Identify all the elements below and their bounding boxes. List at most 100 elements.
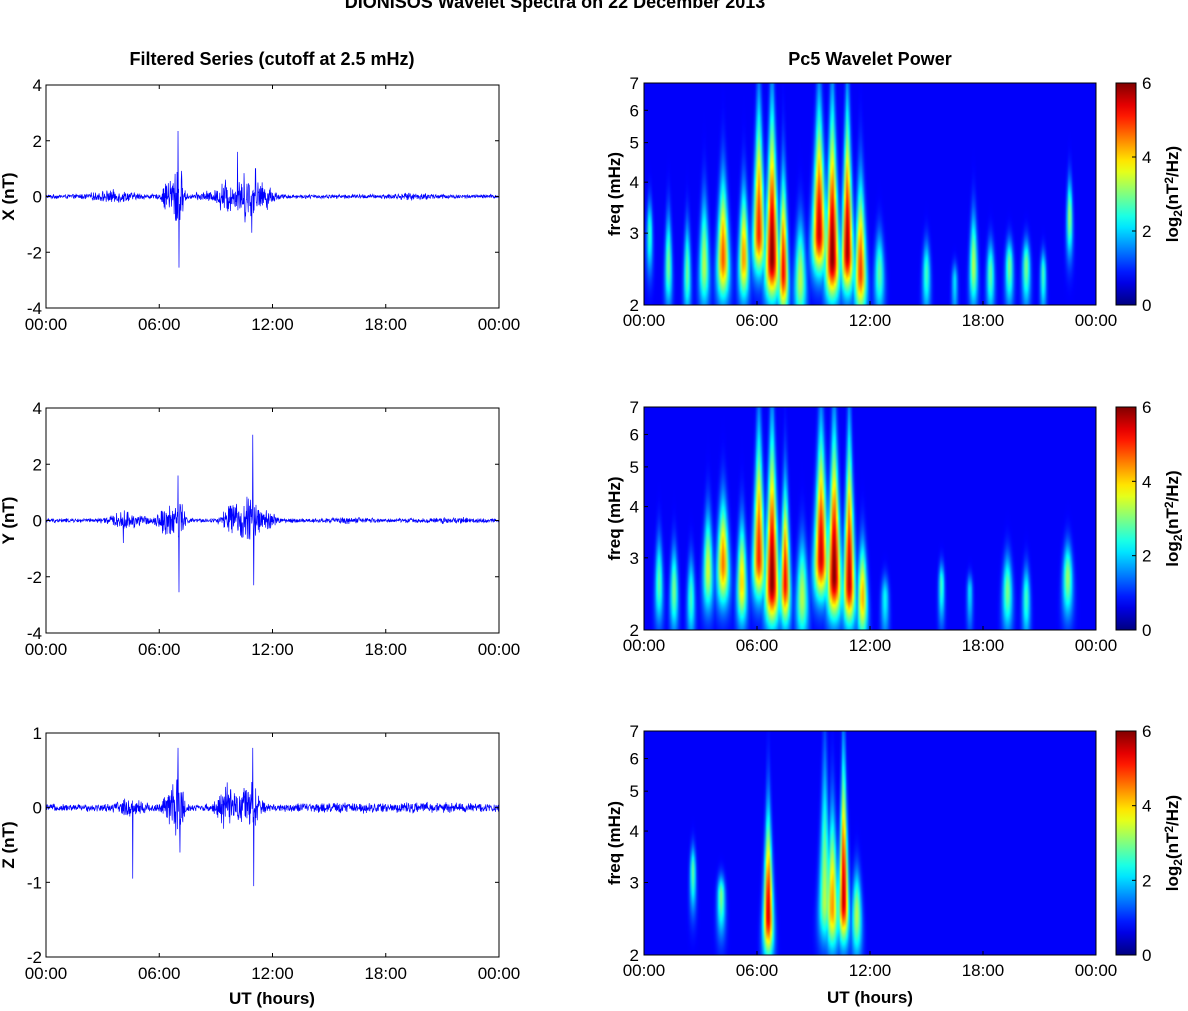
colorbar	[1115, 406, 1137, 631]
x-tick-label: 00:00	[478, 640, 521, 659]
colorbar-label-part: 2	[1162, 826, 1176, 833]
y-tick-label: 6	[630, 750, 639, 769]
plot-area	[46, 733, 499, 957]
y-tick-label: -2	[27, 568, 42, 587]
x-tick-label: 18:00	[364, 315, 407, 334]
colorbar-tick-label: 0	[1142, 621, 1151, 640]
y-tick-label: -4	[27, 624, 42, 643]
x-tick-label: 12:00	[251, 315, 294, 334]
x-tick-label: 12:00	[849, 636, 892, 655]
colorbar-label: log2(nT2/Hz)	[1162, 146, 1185, 242]
colorbar-label-part: (nT	[1163, 183, 1182, 210]
wavelet-power-image	[644, 83, 1096, 305]
y-tick-label: 1	[33, 724, 42, 743]
x-tick-label: 00:00	[25, 315, 68, 334]
colorbar-tick-label: 6	[1142, 722, 1151, 741]
colorbar-label: log2(nT2/Hz)	[1162, 470, 1185, 566]
left-column-title: Filtered Series (cutoff at 2.5 mHz)	[129, 49, 414, 69]
colorbar-label-part: 2	[1171, 534, 1185, 541]
x-tick-label: 12:00	[251, 964, 294, 983]
colorbar-label-part: log	[1163, 866, 1182, 892]
signal-line	[45, 434, 500, 593]
colorbar-label-part: 2	[1171, 210, 1185, 217]
colorbar-tick-label: 0	[1142, 296, 1151, 315]
y-tick-label: 5	[630, 782, 639, 801]
y-axis-label: freq (mHz)	[605, 801, 624, 885]
wavelet-power-image	[644, 407, 1096, 630]
y-axis-label: Y (nT)	[0, 497, 18, 545]
x-tick-label: 00:00	[478, 964, 521, 983]
y-tick-label: 0	[33, 188, 42, 207]
left-xlabel: UT (hours)	[229, 989, 315, 1008]
colorbar-label-part: 2	[1162, 501, 1176, 508]
x-tick-label: 00:00	[25, 964, 68, 983]
wavelet-panel-1: 2 3 4 5 6 7 00:00 06:00 12:00 18:00 00:00 freq (mHz…	[605, 398, 1185, 655]
x-tick-label: 00:00	[478, 315, 521, 334]
x-tick-label: 00:00	[1075, 636, 1118, 655]
y-tick-label: 6	[630, 425, 639, 444]
y-tick-label: 7	[630, 398, 639, 417]
x-tick-label: 00:00	[623, 961, 666, 980]
y-tick-label: 4	[630, 822, 639, 841]
figure-title: DIONISOS Wavelet Spectra on 22 December …	[345, 0, 766, 12]
x-tick-label: 12:00	[849, 311, 892, 330]
colorbar-label-part: log	[1163, 217, 1182, 243]
y-axis-label: X (nT)	[0, 172, 18, 220]
series-panel-1: -4 -2 0 2 4 00:00 06:00 12:00 18:00 00:00 Y (nT)	[0, 399, 520, 659]
x-tick-label: 00:00	[1075, 961, 1118, 980]
y-axis-label: freq (mHz)	[605, 476, 624, 560]
x-tick-label: 12:00	[849, 961, 892, 980]
colorbar	[1115, 82, 1137, 306]
colorbar-label-part: (nT	[1163, 832, 1182, 859]
colorbar-label-part: log	[1163, 541, 1182, 567]
y-axis-label: Z (nT)	[0, 821, 18, 868]
colorbar-label-part: /Hz)	[1163, 146, 1182, 177]
y-tick-label: 3	[630, 224, 639, 243]
x-tick-label: 06:00	[138, 315, 181, 334]
panels: -4 -2 0 2 4 00:00 06:00 12:00 18:00 00:00 X (nT) -4…	[0, 74, 1185, 983]
y-tick-label: 2	[630, 296, 639, 315]
x-tick-label: 18:00	[962, 961, 1005, 980]
y-tick-label: 4	[630, 498, 639, 517]
x-tick-label: 06:00	[736, 961, 779, 980]
wavelet-panel-2: 2 3 4 5 6 7 00:00 06:00 12:00 18:00 00:00 freq (mHz…	[605, 722, 1185, 980]
x-tick-label: 18:00	[364, 964, 407, 983]
x-tick-label: 00:00	[1075, 311, 1118, 330]
y-tick-label: 2	[630, 946, 639, 965]
colorbar-label-part: /Hz)	[1163, 470, 1182, 501]
series-panel-0: -4 -2 0 2 4 00:00 06:00 12:00 18:00 00:00 X (nT)	[0, 76, 520, 334]
right-column-title: Pc5 Wavelet Power	[788, 49, 951, 69]
y-tick-label: 2	[33, 455, 42, 474]
y-tick-label: 2	[33, 132, 42, 151]
colorbar-tick-label: 4	[1142, 148, 1151, 167]
y-tick-label: 3	[630, 874, 639, 893]
colorbar-tick-label: 4	[1142, 472, 1151, 491]
y-tick-label: 7	[630, 74, 639, 93]
y-tick-label: -1	[27, 873, 42, 892]
y-tick-label: 7	[630, 722, 639, 741]
y-tick-label: 4	[630, 173, 639, 192]
colorbar-tick-label: 4	[1142, 797, 1151, 816]
y-tick-label: -2	[27, 243, 42, 262]
colorbar-tick-label: 0	[1142, 946, 1151, 965]
colorbar-label-part: /Hz)	[1163, 795, 1182, 826]
right-xlabel: UT (hours)	[827, 988, 913, 1007]
signal-line	[45, 130, 500, 268]
wavelet-power-image	[644, 731, 1096, 955]
x-tick-label: 06:00	[736, 636, 779, 655]
y-tick-label: -4	[27, 299, 42, 318]
x-tick-label: 18:00	[364, 640, 407, 659]
colorbar-label-part: (nT	[1163, 508, 1182, 535]
y-tick-label: 2	[630, 621, 639, 640]
x-tick-label: 06:00	[138, 964, 181, 983]
x-tick-label: 18:00	[962, 311, 1005, 330]
x-tick-label: 06:00	[138, 640, 181, 659]
y-tick-label: 4	[33, 399, 42, 418]
colorbar-tick-label: 2	[1142, 222, 1151, 241]
x-tick-label: 00:00	[25, 640, 68, 659]
y-tick-label: -2	[27, 948, 42, 967]
y-tick-label: 0	[33, 512, 42, 531]
y-tick-label: 0	[33, 799, 42, 818]
colorbar-label-part: 2	[1171, 859, 1185, 866]
